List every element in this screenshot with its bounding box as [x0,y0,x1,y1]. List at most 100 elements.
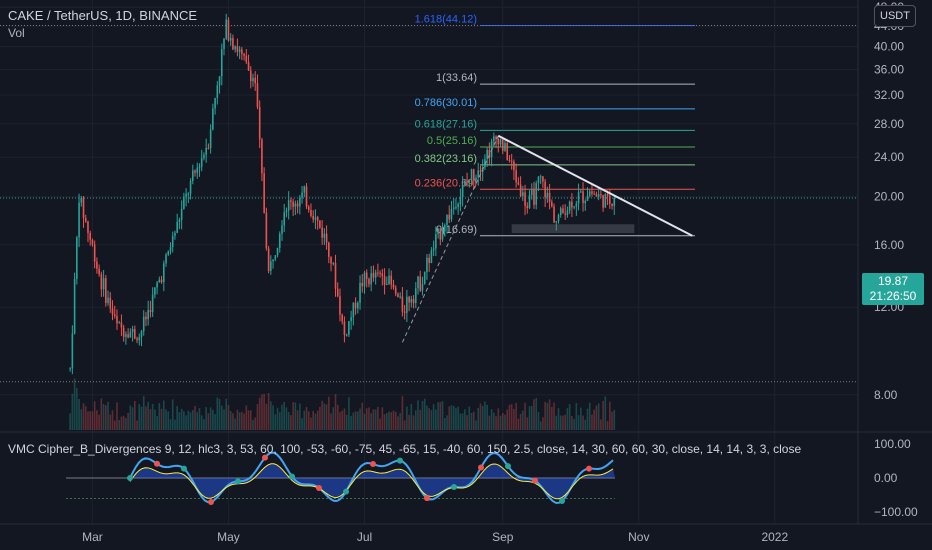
volume-bar [493,412,495,430]
volume-bar [165,409,167,430]
candle-body [187,193,190,195]
oscillator-title[interactable]: VMC Cipher_B_Divergences 9, 12, hlc3, 3,… [8,442,802,456]
last-price: 19.87 [877,274,909,288]
candle-body [448,214,451,220]
fib-level-label: 0(16.69) [436,224,477,236]
signal-dot [424,495,430,502]
volume-bar [510,404,513,430]
volume-bar [421,400,424,430]
candle-body [254,77,257,84]
volume-bar [287,412,290,430]
candle-body [82,197,85,218]
candle-body [542,176,544,182]
volume-bar [265,403,268,430]
candle-body [390,275,393,285]
volume-label: Vol [8,26,25,40]
volume-bar [216,397,219,430]
volume-bar [278,412,281,430]
candle-body [218,76,221,86]
signal-dot [181,465,187,472]
volume-bar [544,401,546,430]
candle-body [372,273,375,278]
volume-bar [566,408,569,430]
candle-body [185,193,187,197]
volume-bar [495,416,497,430]
volume-bar [303,410,306,430]
candle-body [232,37,234,50]
volume-bar [136,420,138,430]
candle-body [73,278,76,334]
volume-bar [220,405,223,430]
candle-body [466,181,468,183]
volume-bar [466,415,468,430]
volume-bar [176,406,178,430]
candle-body [328,242,330,257]
candle-body [80,197,83,203]
volume-bar [147,401,149,430]
candle-body [528,194,531,208]
volume-bar [609,401,611,430]
candle-body [553,206,555,223]
volume-bar [167,411,170,430]
volume-bar [363,413,366,430]
candle-body [125,334,127,337]
symbol-title[interactable]: CAKE / TetherUS, 1D, BINANCE [8,8,198,23]
candle-body [301,192,303,198]
candle-body [343,321,346,335]
zone-box [511,224,635,234]
volume-bar [580,407,582,430]
volume-bar [533,399,535,430]
candle-body [122,327,125,337]
volume-bar [399,413,401,430]
oscillator-tick-label: 0.00 [874,471,898,485]
candle-body [321,227,323,238]
candle-body [446,214,448,225]
volume-bar [252,419,254,430]
volume-bar [281,404,283,430]
volume-bar [319,406,321,430]
volume-bar [270,401,272,430]
candle-body [394,287,397,294]
candle-body [78,202,80,238]
volume-bar [223,409,225,430]
currency-button[interactable]: USDT [874,5,916,27]
candle-body [537,176,540,184]
volume-bar [274,414,277,430]
fib-level-label: 0.5(25.16) [427,135,477,147]
candle-body [450,208,453,220]
volume-bar [191,410,194,430]
volume-bar [149,409,152,430]
signal-dot [262,454,268,461]
volume-bar [305,406,308,430]
volume-bar [359,408,361,430]
candle-body [419,276,422,291]
candle-body [270,261,272,271]
candle-body [100,274,103,290]
volume-bar [160,408,163,430]
candle-body [194,170,196,173]
candle-body [167,251,170,255]
candle-body [196,167,199,173]
candle-body [602,194,604,208]
volume-bar [593,409,595,430]
candle-body [140,331,143,338]
fib-level-label: 0.236(20.69) [415,177,477,189]
oscillator-tick-label: −100.00 [874,505,918,519]
candle-body [580,191,582,193]
volume-bar [301,418,303,430]
volume-bar [151,404,154,430]
candle-body [524,192,526,206]
time-tick-label: Nov [628,530,649,544]
volume-bar [455,408,457,430]
volume-bar [508,404,511,430]
volume-bar [310,417,312,430]
volume-bar [209,407,212,430]
volume-bar [218,398,221,430]
candle-body [501,139,504,151]
signal-dot [316,484,322,491]
volume-bar [348,397,350,430]
volume-bar [267,393,270,430]
volume-bar [372,409,375,430]
volume-bar [419,409,422,430]
